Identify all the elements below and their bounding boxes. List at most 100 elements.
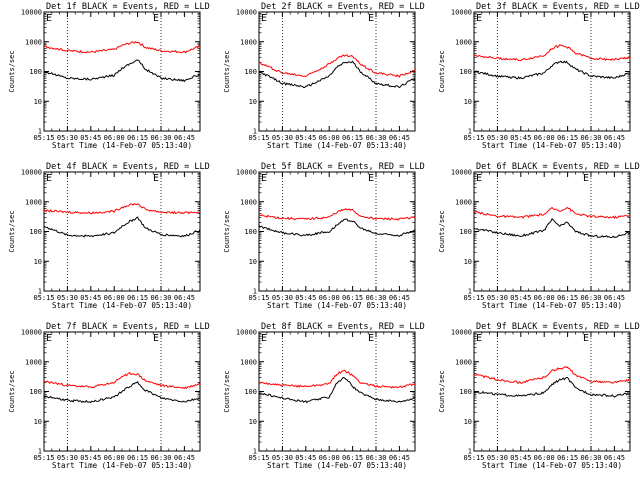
y-tick-label: 1 — [253, 128, 257, 136]
marker-flag-left: E — [476, 173, 482, 184]
chart-title: Det 3f BLACK = Events, RED = LLD — [476, 2, 640, 12]
x-tick-label: 05:15 — [248, 454, 269, 462]
marker-flag-left: E — [46, 173, 52, 184]
chart-panel-2: Det 2f BLACK = Events, RED = LLD 1 10 100 10… — [223, 2, 425, 150]
x-tick-label: 06:00 — [104, 134, 125, 142]
y-tick-label: 10 — [249, 98, 257, 106]
series-line-events — [43, 59, 201, 83]
marker-flag-left: E — [46, 13, 52, 24]
y-tick-label: 10 — [464, 98, 472, 106]
y-tick-label: 10 — [249, 418, 257, 426]
chart-panel-3: Det 3f BLACK = Events, RED = LLD 1 10 100 10… — [438, 2, 640, 150]
x-tick-label: 05:30 — [487, 134, 508, 142]
x-tick-label: 05:15 — [463, 134, 484, 142]
series-line-events — [43, 216, 201, 238]
y-tick-label: 1000 — [240, 198, 257, 206]
x-tick-label: 06:00 — [319, 294, 340, 302]
y-tick-label: 10 — [249, 258, 257, 266]
y-tick-label: 10000 — [236, 329, 257, 337]
x-tick-label: 06:30 — [580, 134, 601, 142]
y-tick-label: 10 — [464, 258, 472, 266]
chart-title: Det 5f BLACK = Events, RED = LLD — [261, 162, 425, 172]
chart-title: Det 7f BLACK = Events, RED = LLD — [46, 322, 210, 332]
x-axis-title: Start Time (14-Feb-07 05:13:40) — [52, 301, 192, 310]
y-tick-label: 100 — [29, 68, 42, 76]
y-axis-title: Counts/sec — [223, 50, 231, 92]
series-line-events — [473, 217, 631, 239]
x-tick-label: 06:15 — [557, 294, 578, 302]
y-axis-title: Counts/sec — [438, 210, 446, 252]
x-tick-label: 06:30 — [580, 454, 601, 462]
series-line-events — [258, 60, 416, 89]
x-tick-label: 06:00 — [104, 294, 125, 302]
x-tick-label: 06:45 — [604, 294, 625, 302]
y-tick-label: 10000 — [236, 169, 257, 177]
x-tick-label: 06:30 — [580, 294, 601, 302]
y-tick-label: 1000 — [455, 38, 472, 46]
marker-flag-right: E — [153, 333, 159, 344]
x-tick-label: 05:30 — [57, 454, 78, 462]
y-axis-title: Counts/sec — [438, 50, 446, 92]
y-tick-label: 1 — [38, 288, 42, 296]
x-axis-title: Start Time (14-Feb-07 05:13:40) — [52, 461, 192, 470]
x-tick-label: 06:15 — [342, 134, 363, 142]
x-tick-label: 06:00 — [319, 454, 340, 462]
y-tick-label: 100 — [459, 388, 472, 396]
series-line-lld — [43, 203, 201, 215]
chart-panel-1: Det 1f BLACK = Events, RED = LLD 1 10 100 10… — [8, 2, 210, 150]
y-tick-label: 1000 — [25, 198, 42, 206]
marker-flag-right: E — [583, 173, 589, 184]
x-tick-label: 05:30 — [272, 454, 293, 462]
x-tick-label: 06:45 — [174, 294, 195, 302]
y-tick-label: 10000 — [451, 9, 472, 17]
x-tick-label: 06:45 — [174, 134, 195, 142]
x-tick-label: 05:45 — [80, 294, 101, 302]
x-tick-label: 06:15 — [127, 454, 148, 462]
x-tick-label: 05:15 — [33, 134, 54, 142]
series-line-events — [258, 376, 416, 404]
plot-frame — [473, 171, 631, 292]
series-line-lld — [473, 366, 631, 384]
y-tick-label: 10000 — [451, 169, 472, 177]
x-axis-title: Start Time (14-Feb-07 05:13:40) — [52, 141, 192, 150]
y-tick-label: 10 — [34, 98, 42, 106]
marker-flag-left: E — [261, 13, 267, 24]
x-tick-label: 06:30 — [150, 134, 171, 142]
x-tick-label: 06:45 — [389, 134, 410, 142]
x-tick-label: 06:15 — [127, 134, 148, 142]
x-tick-label: 06:30 — [150, 454, 171, 462]
x-tick-label: 05:45 — [80, 134, 101, 142]
y-tick-label: 10000 — [21, 169, 42, 177]
x-tick-label: 05:30 — [272, 294, 293, 302]
x-tick-label: 05:30 — [487, 294, 508, 302]
series-line-lld — [43, 371, 201, 390]
x-tick-label: 05:15 — [33, 454, 54, 462]
y-tick-label: 1 — [253, 288, 257, 296]
x-tick-label: 06:45 — [174, 454, 195, 462]
x-tick-label: 05:15 — [248, 294, 269, 302]
y-tick-label: 10 — [34, 418, 42, 426]
x-tick-label: 06:45 — [389, 294, 410, 302]
plot-frame — [258, 11, 416, 132]
y-tick-label: 100 — [244, 228, 257, 236]
y-tick-label: 100 — [459, 228, 472, 236]
x-axis-title: Start Time (14-Feb-07 05:13:40) — [267, 141, 407, 150]
y-tick-label: 1000 — [455, 358, 472, 366]
x-tick-label: 06:30 — [365, 454, 386, 462]
marker-flag-right: E — [368, 13, 374, 24]
marker-flag-right: E — [583, 13, 589, 24]
y-tick-label: 1000 — [25, 358, 42, 366]
y-tick-label: 100 — [459, 68, 472, 76]
x-tick-label: 06:00 — [534, 134, 555, 142]
x-tick-label: 06:00 — [104, 454, 125, 462]
series-line-lld — [258, 54, 416, 78]
chart-panel-5: Det 5f BLACK = Events, RED = LLD 1 10 100 10… — [223, 162, 425, 310]
y-tick-label: 1000 — [240, 38, 257, 46]
series-line-events — [43, 380, 201, 404]
y-tick-label: 1000 — [25, 38, 42, 46]
series-line-lld — [473, 44, 631, 62]
x-tick-label: 06:45 — [389, 454, 410, 462]
x-tick-label: 06:45 — [604, 454, 625, 462]
x-tick-label: 05:30 — [272, 134, 293, 142]
y-tick-label: 1 — [253, 448, 257, 456]
